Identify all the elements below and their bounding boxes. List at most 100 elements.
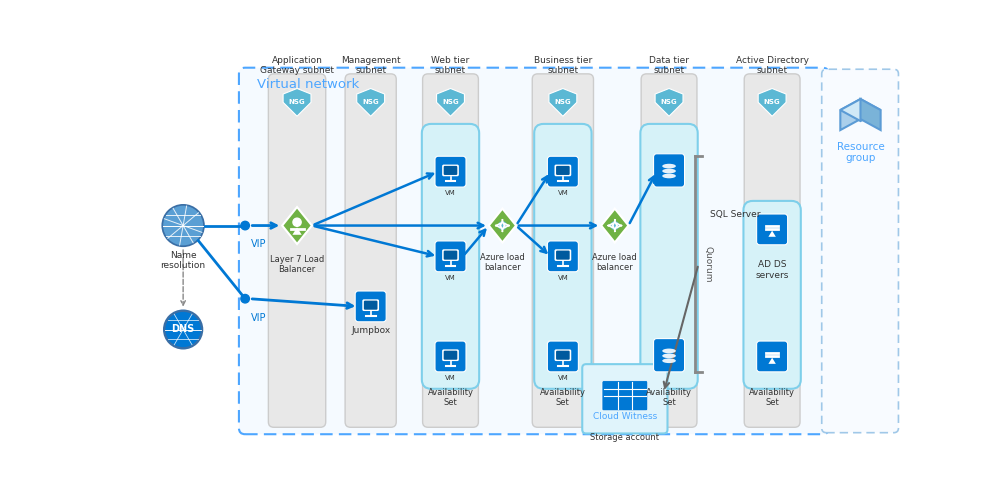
FancyBboxPatch shape: [757, 341, 788, 372]
FancyBboxPatch shape: [547, 241, 578, 272]
Polygon shape: [489, 208, 516, 242]
Text: Active Directory
subnet: Active Directory subnet: [736, 56, 809, 76]
Polygon shape: [860, 99, 881, 130]
Text: VM: VM: [445, 190, 456, 196]
Ellipse shape: [662, 164, 676, 168]
Text: Azure load
balancer: Azure load balancer: [592, 252, 637, 272]
FancyBboxPatch shape: [442, 350, 459, 361]
FancyBboxPatch shape: [555, 250, 571, 261]
Text: NSG: NSG: [442, 98, 459, 104]
Polygon shape: [768, 358, 776, 364]
Text: AD DS
servers: AD DS servers: [755, 260, 789, 280]
Ellipse shape: [662, 174, 676, 178]
Text: Availability
Set: Availability Set: [428, 388, 474, 407]
FancyBboxPatch shape: [239, 68, 829, 434]
Circle shape: [161, 204, 205, 247]
FancyBboxPatch shape: [744, 74, 800, 428]
Text: Application
Gateway subnet: Application Gateway subnet: [260, 56, 334, 76]
FancyBboxPatch shape: [547, 341, 578, 372]
Circle shape: [611, 222, 619, 230]
FancyBboxPatch shape: [582, 364, 668, 434]
Text: Name
resolution: Name resolution: [161, 251, 206, 270]
FancyBboxPatch shape: [556, 250, 570, 260]
Text: Business tier
subnet: Business tier subnet: [534, 56, 592, 76]
FancyBboxPatch shape: [442, 250, 459, 261]
Polygon shape: [283, 88, 311, 116]
Ellipse shape: [662, 168, 676, 173]
Text: Virtual network: Virtual network: [257, 78, 359, 90]
FancyBboxPatch shape: [444, 250, 457, 260]
Circle shape: [163, 206, 203, 246]
FancyBboxPatch shape: [641, 74, 697, 428]
Text: NSG: NSG: [362, 98, 379, 104]
Circle shape: [163, 310, 203, 350]
FancyBboxPatch shape: [442, 164, 459, 176]
FancyBboxPatch shape: [822, 69, 898, 432]
Text: NSG: NSG: [661, 98, 677, 104]
FancyBboxPatch shape: [654, 154, 685, 187]
Polygon shape: [768, 230, 776, 237]
FancyBboxPatch shape: [364, 300, 377, 310]
FancyBboxPatch shape: [555, 164, 571, 176]
Ellipse shape: [662, 358, 676, 363]
Text: Web tier
subnet: Web tier subnet: [431, 56, 470, 76]
FancyBboxPatch shape: [362, 300, 379, 311]
Text: VM: VM: [558, 275, 568, 281]
Text: VM: VM: [558, 190, 568, 196]
FancyBboxPatch shape: [444, 350, 457, 360]
Polygon shape: [601, 208, 628, 242]
Circle shape: [241, 222, 249, 230]
Ellipse shape: [662, 348, 676, 353]
FancyBboxPatch shape: [547, 156, 578, 187]
FancyBboxPatch shape: [268, 74, 326, 428]
FancyBboxPatch shape: [556, 166, 570, 175]
Text: NSG: NSG: [289, 98, 305, 104]
Polygon shape: [655, 88, 683, 116]
FancyBboxPatch shape: [435, 156, 466, 187]
Text: NSG: NSG: [555, 98, 571, 104]
Polygon shape: [292, 228, 302, 235]
FancyBboxPatch shape: [532, 74, 593, 428]
Text: SQL Server: SQL Server: [710, 210, 761, 218]
Polygon shape: [282, 207, 312, 244]
FancyBboxPatch shape: [355, 291, 386, 322]
Text: Availability
Set: Availability Set: [646, 388, 692, 407]
FancyBboxPatch shape: [422, 124, 479, 389]
Text: VM: VM: [445, 375, 456, 381]
Text: VM: VM: [445, 275, 456, 281]
FancyBboxPatch shape: [555, 350, 571, 361]
Circle shape: [293, 218, 301, 226]
Circle shape: [499, 222, 506, 230]
FancyBboxPatch shape: [757, 214, 788, 245]
FancyBboxPatch shape: [654, 338, 685, 372]
Polygon shape: [840, 99, 860, 130]
FancyBboxPatch shape: [444, 166, 457, 175]
Text: Resource
group: Resource group: [837, 142, 884, 163]
Polygon shape: [840, 99, 881, 121]
Text: Management
subnet: Management subnet: [341, 56, 400, 76]
Text: Layer 7 Load
Balancer: Layer 7 Load Balancer: [270, 255, 324, 274]
Circle shape: [241, 294, 249, 303]
Text: VIP: VIP: [251, 240, 267, 250]
Polygon shape: [758, 88, 786, 116]
Text: DNS: DNS: [172, 324, 195, 334]
FancyBboxPatch shape: [534, 124, 592, 389]
FancyBboxPatch shape: [640, 124, 698, 389]
Text: Jumpbox: Jumpbox: [351, 326, 390, 334]
Text: Quorum: Quorum: [704, 246, 713, 282]
FancyBboxPatch shape: [556, 350, 570, 360]
Text: Availability
Set: Availability Set: [749, 388, 795, 407]
Text: Data tier
subnet: Data tier subnet: [649, 56, 689, 76]
FancyBboxPatch shape: [743, 201, 801, 389]
FancyBboxPatch shape: [435, 241, 466, 272]
Text: VIP: VIP: [251, 312, 267, 322]
Polygon shape: [437, 88, 464, 116]
Text: Azure load
balancer: Azure load balancer: [480, 252, 525, 272]
Polygon shape: [549, 88, 577, 116]
FancyBboxPatch shape: [345, 74, 396, 428]
FancyBboxPatch shape: [423, 74, 478, 428]
Text: NSG: NSG: [764, 98, 780, 104]
Circle shape: [165, 312, 201, 347]
Text: Storage account: Storage account: [590, 434, 659, 442]
Text: Cloud Witness: Cloud Witness: [593, 412, 657, 420]
